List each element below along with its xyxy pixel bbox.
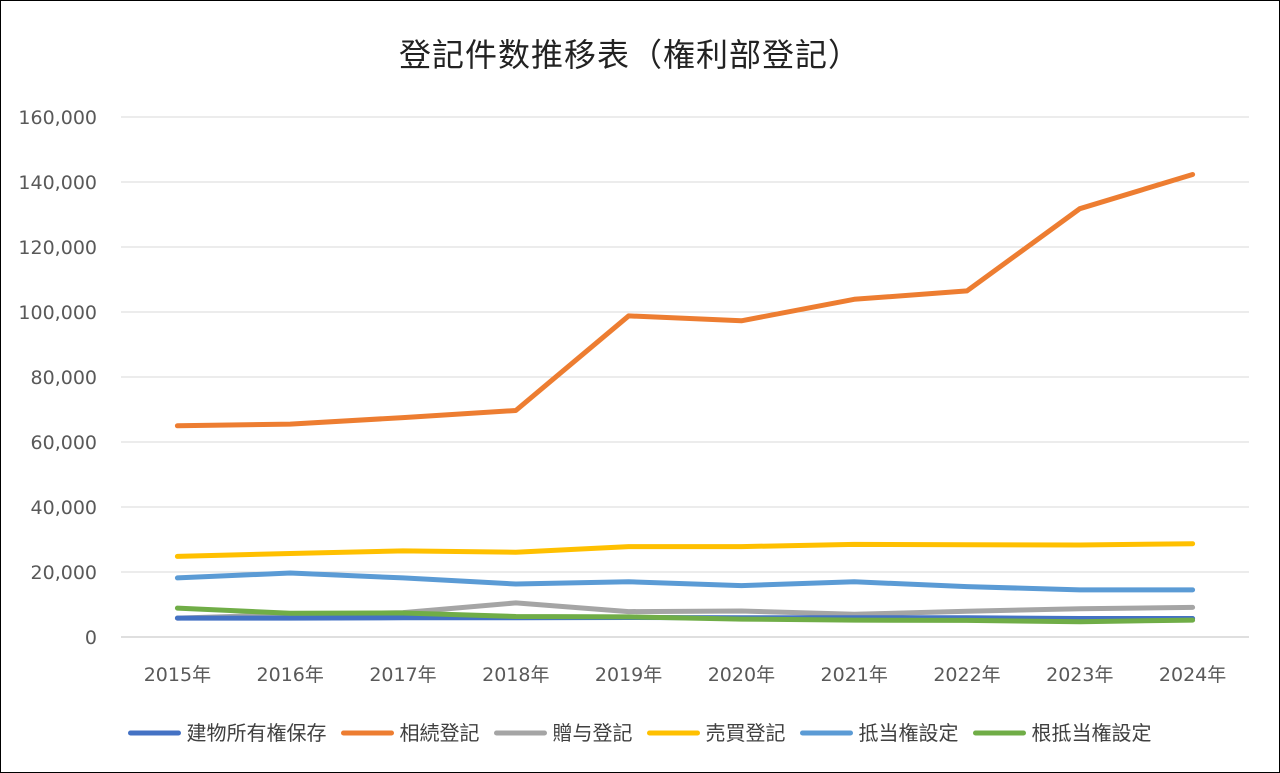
y-tick-label: 120,000 <box>18 237 97 259</box>
x-tick-label: 2019年 <box>595 664 662 686</box>
y-axis-tick-labels: 0 20,000 40,000 60,000 80,000 100,000 120,000 1… <box>18 107 97 649</box>
x-tick-label: 2023年 <box>1046 664 1113 686</box>
series-line-2 <box>174 172 1196 429</box>
x-tick-label: 2018年 <box>482 664 549 686</box>
x-tick-label: 2021年 <box>821 664 888 686</box>
series-line-4 <box>174 541 1196 559</box>
series-line-5 <box>174 570 1196 593</box>
y-tick-label: 60,000 <box>31 432 97 454</box>
legend-label: 売買登記 <box>706 721 786 745</box>
series-lines <box>174 172 1196 625</box>
legend-label: 根抵当権設定 <box>1032 721 1152 745</box>
legend-label: 贈与登記 <box>553 721 633 745</box>
x-tick-label: 2016年 <box>257 664 324 686</box>
x-tick-label: 2024年 <box>1159 664 1226 686</box>
x-axis-tick-labels: 2015年 2016年 2017年 2018年 2019年 2020年 2021年 2022年… <box>144 664 1227 686</box>
gridlines <box>121 116 1249 638</box>
x-tick-label: 2017年 <box>369 664 436 686</box>
x-tick-label: 2020年 <box>708 664 775 686</box>
x-tick-label: 2015年 <box>144 664 211 686</box>
y-tick-label: 80,000 <box>31 367 97 389</box>
chart-title: 登記件数推移表（権利部登記） <box>398 36 861 74</box>
y-tick-label: 40,000 <box>31 497 97 519</box>
y-tick-label: 100,000 <box>18 302 97 324</box>
series-line-6 <box>174 605 1196 625</box>
legend-label: 建物所有権保存 <box>187 721 327 745</box>
y-tick-label: 160,000 <box>18 107 97 129</box>
y-tick-label: 0 <box>85 627 97 649</box>
x-tick-label: 2022年 <box>933 664 1000 686</box>
legend-label: 抵当権設定 <box>859 721 959 745</box>
y-tick-label: 20,000 <box>31 562 97 584</box>
y-tick-label: 140,000 <box>18 172 97 194</box>
legend: 建物所有権保存 相続登記 贈与登記 売買登記 抵当権設定 根抵当権設定 <box>128 721 1152 745</box>
legend-label: 相続登記 <box>400 721 480 745</box>
